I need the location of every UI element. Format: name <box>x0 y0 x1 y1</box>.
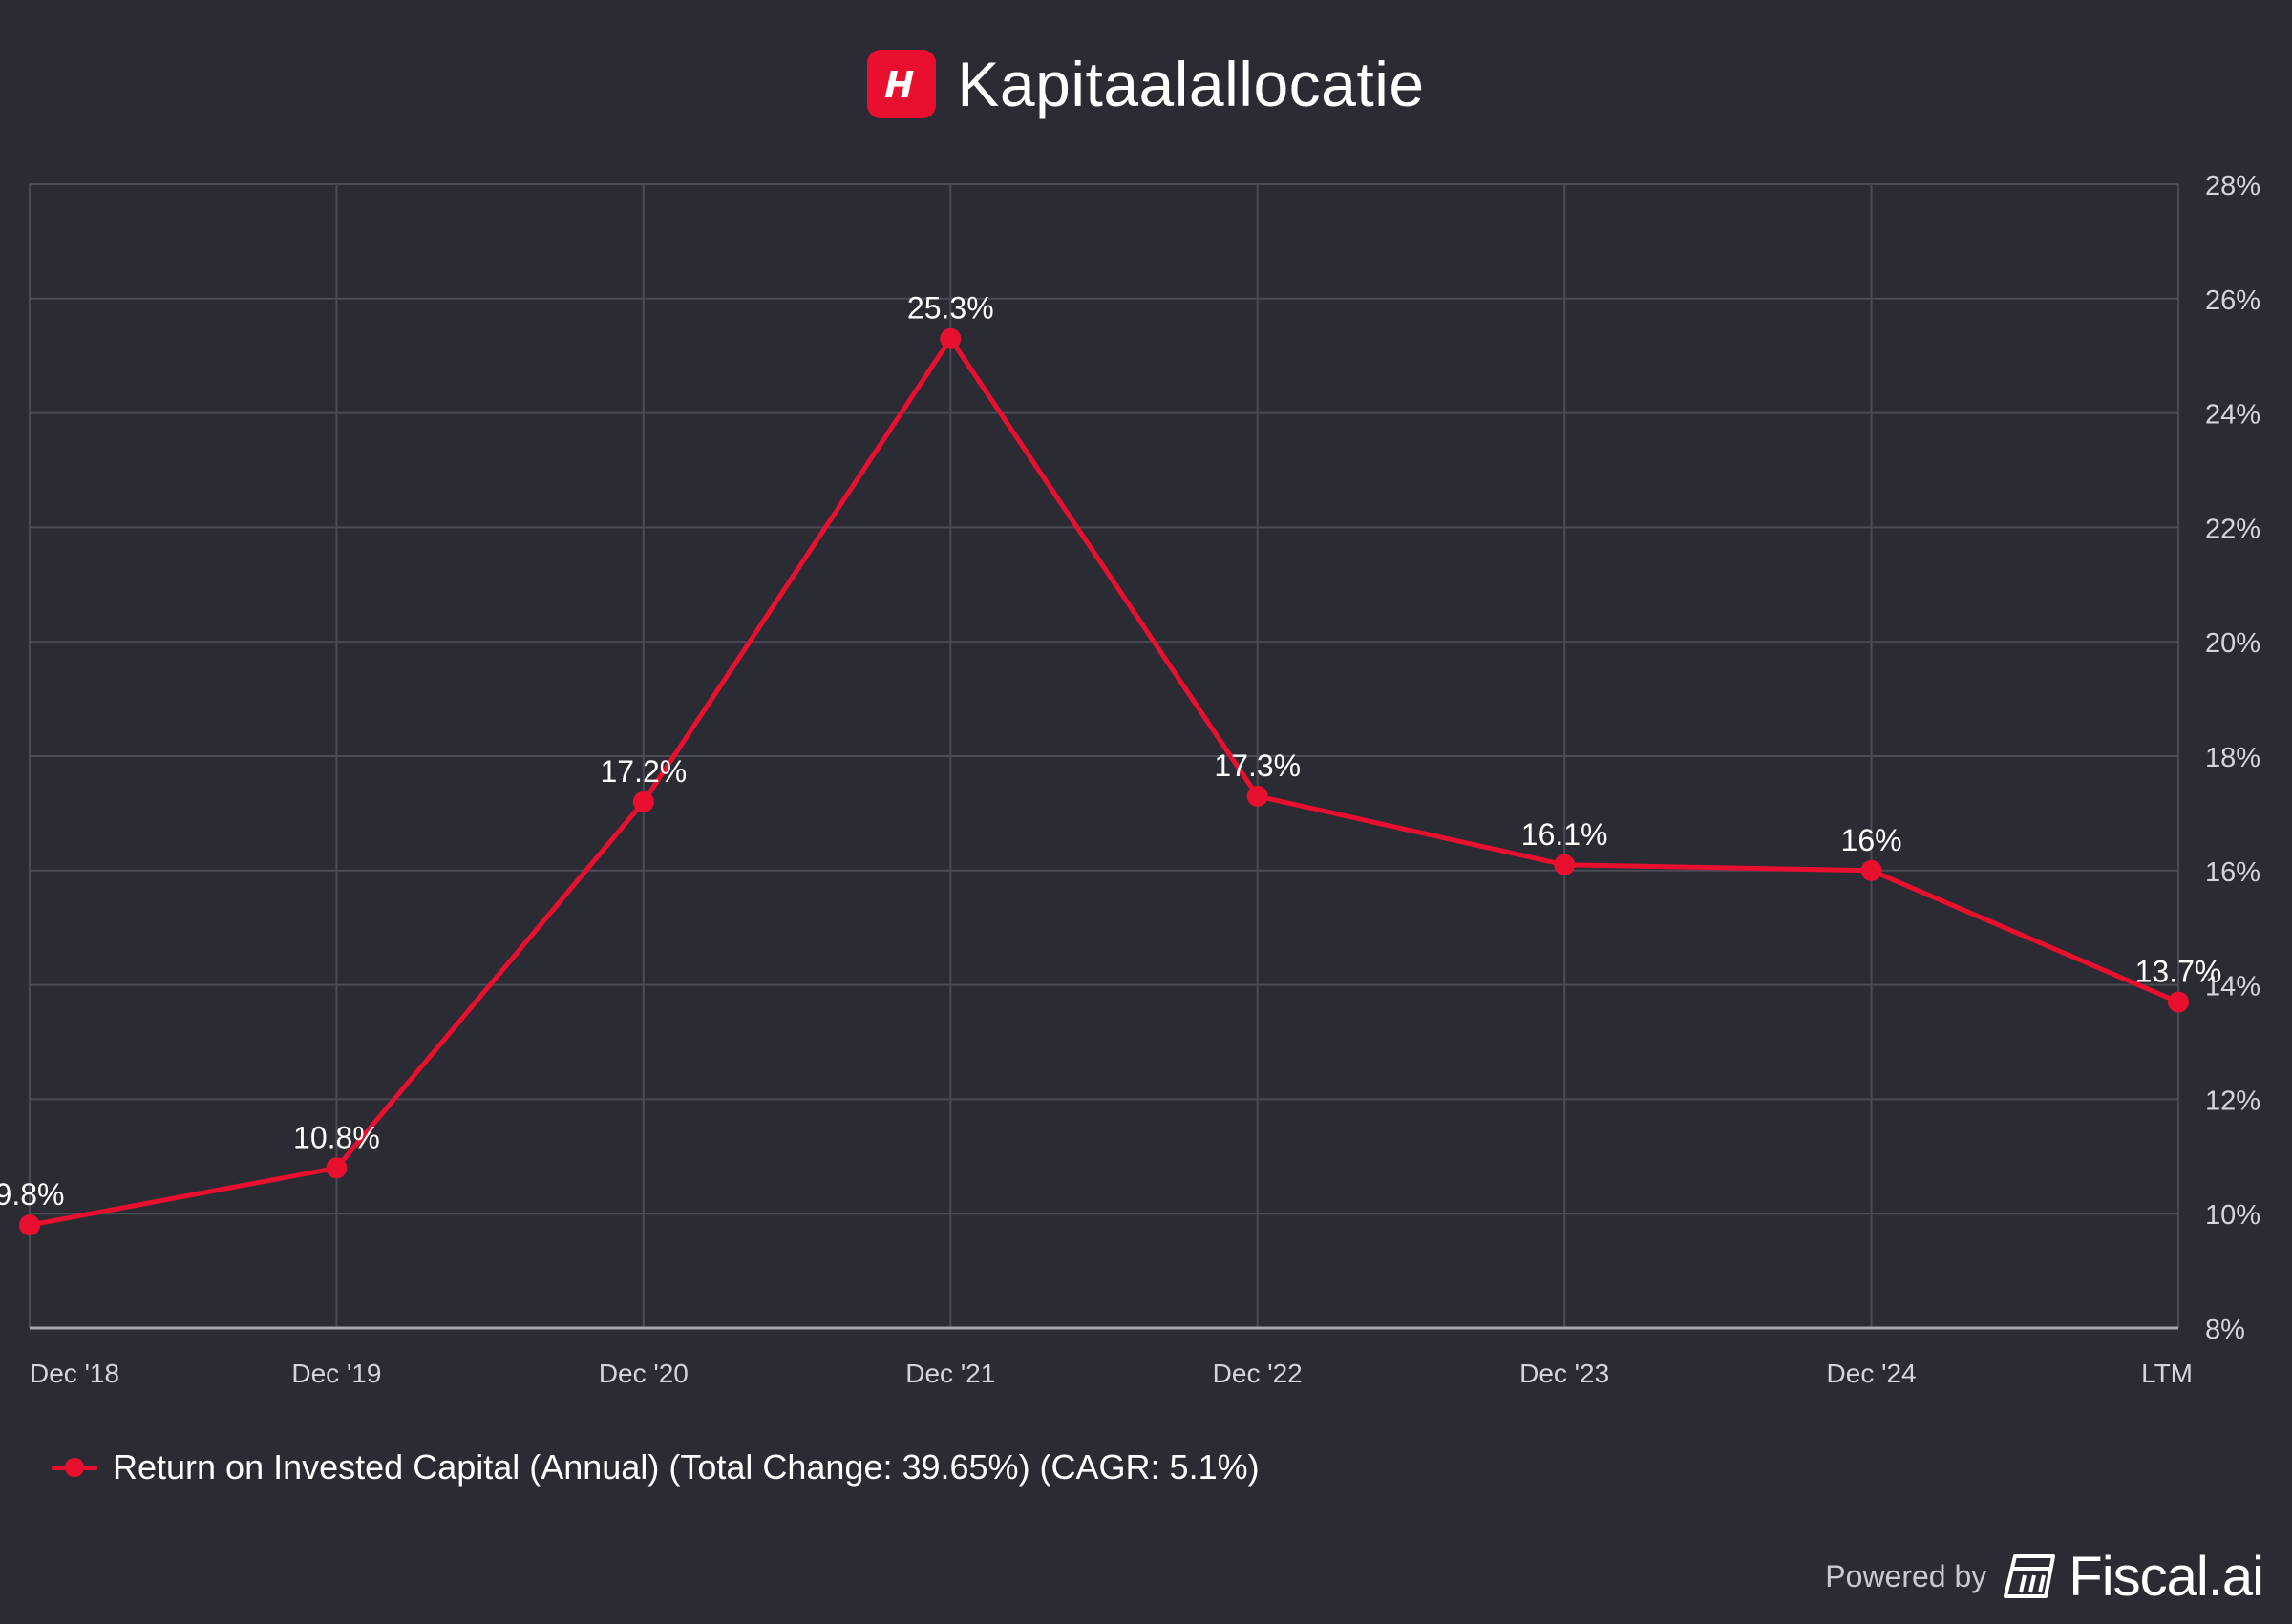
legend-label: Return on Invested Capital (Annual) (Tot… <box>113 1447 1260 1487</box>
y-tick-label: 26% <box>2205 285 2260 316</box>
powered-by-label: Powered by <box>1825 1558 1987 1593</box>
y-tick-label: 22% <box>2205 514 2260 544</box>
y-tick-label: 14% <box>2205 972 2260 1002</box>
powered-by[interactable]: Powered by Fiscal.ai <box>1825 1543 2264 1610</box>
x-tick-label: Dec '21 <box>905 1359 995 1388</box>
y-tick-label: 10% <box>2205 1200 2260 1231</box>
data-point <box>1246 785 1268 807</box>
series-roic <box>19 327 2189 1236</box>
data-label: 16.1% <box>1521 817 1608 852</box>
y-tick-label: 24% <box>2205 400 2260 431</box>
legend[interactable]: Return on Invested Capital (Annual) (Tot… <box>52 1444 1260 1491</box>
data-point <box>2168 991 2189 1013</box>
x-tick-label: Dec '20 <box>599 1359 689 1388</box>
legend-marker-icon <box>52 1453 97 1482</box>
chart-title: Kapitaalallocatie <box>957 49 1425 119</box>
x-tick-label: Dec '23 <box>1519 1359 1609 1388</box>
series-line <box>27 336 2181 1228</box>
hims-h-logo-icon <box>867 50 937 118</box>
axes: 8% 10% 12% 14% 16% 18% 20% 22% 24% 26% 28% Dec '18 D… <box>30 171 2260 1388</box>
y-tick-label: 20% <box>2205 628 2260 659</box>
chart-header: Kapitaalallocatie <box>0 38 2292 130</box>
x-tick-label: Dec '22 <box>1213 1359 1303 1388</box>
data-point <box>19 1214 40 1236</box>
data-label: 16% <box>1841 823 1902 857</box>
data-point <box>1554 854 1576 875</box>
data-label: 9.8% <box>0 1177 64 1212</box>
data-label: 25.3% <box>907 291 994 326</box>
fiscal-ai-icon <box>2004 1554 2056 1598</box>
y-tick-label: 8% <box>2205 1315 2245 1345</box>
x-tick-label: LTM <box>2141 1359 2193 1388</box>
y-tick-label: 28% <box>2205 171 2260 201</box>
data-point <box>940 327 962 349</box>
data-label: 17.2% <box>600 754 687 789</box>
brand-name: Fiscal.ai <box>2069 1545 2264 1608</box>
grid <box>29 183 2179 1328</box>
y-tick-label: 16% <box>2205 857 2260 888</box>
data-labels: 9.8% 10.8% 17.2% 25.3% 17.3% 16.1% 16% 13.7% <box>0 291 2221 1212</box>
x-tick-label: Dec '18 <box>30 1359 119 1388</box>
y-tick-label: 12% <box>2205 1086 2260 1116</box>
data-point <box>326 1157 348 1179</box>
data-label: 10.8% <box>293 1120 380 1154</box>
data-point <box>632 791 654 812</box>
x-tick-label: Dec '19 <box>291 1359 381 1388</box>
x-tick-label: Dec '24 <box>1827 1359 1917 1388</box>
data-label: 17.3% <box>1214 749 1301 783</box>
y-tick-label: 18% <box>2205 743 2260 773</box>
data-label: 13.7% <box>2135 955 2222 989</box>
data-point <box>1860 859 1882 881</box>
